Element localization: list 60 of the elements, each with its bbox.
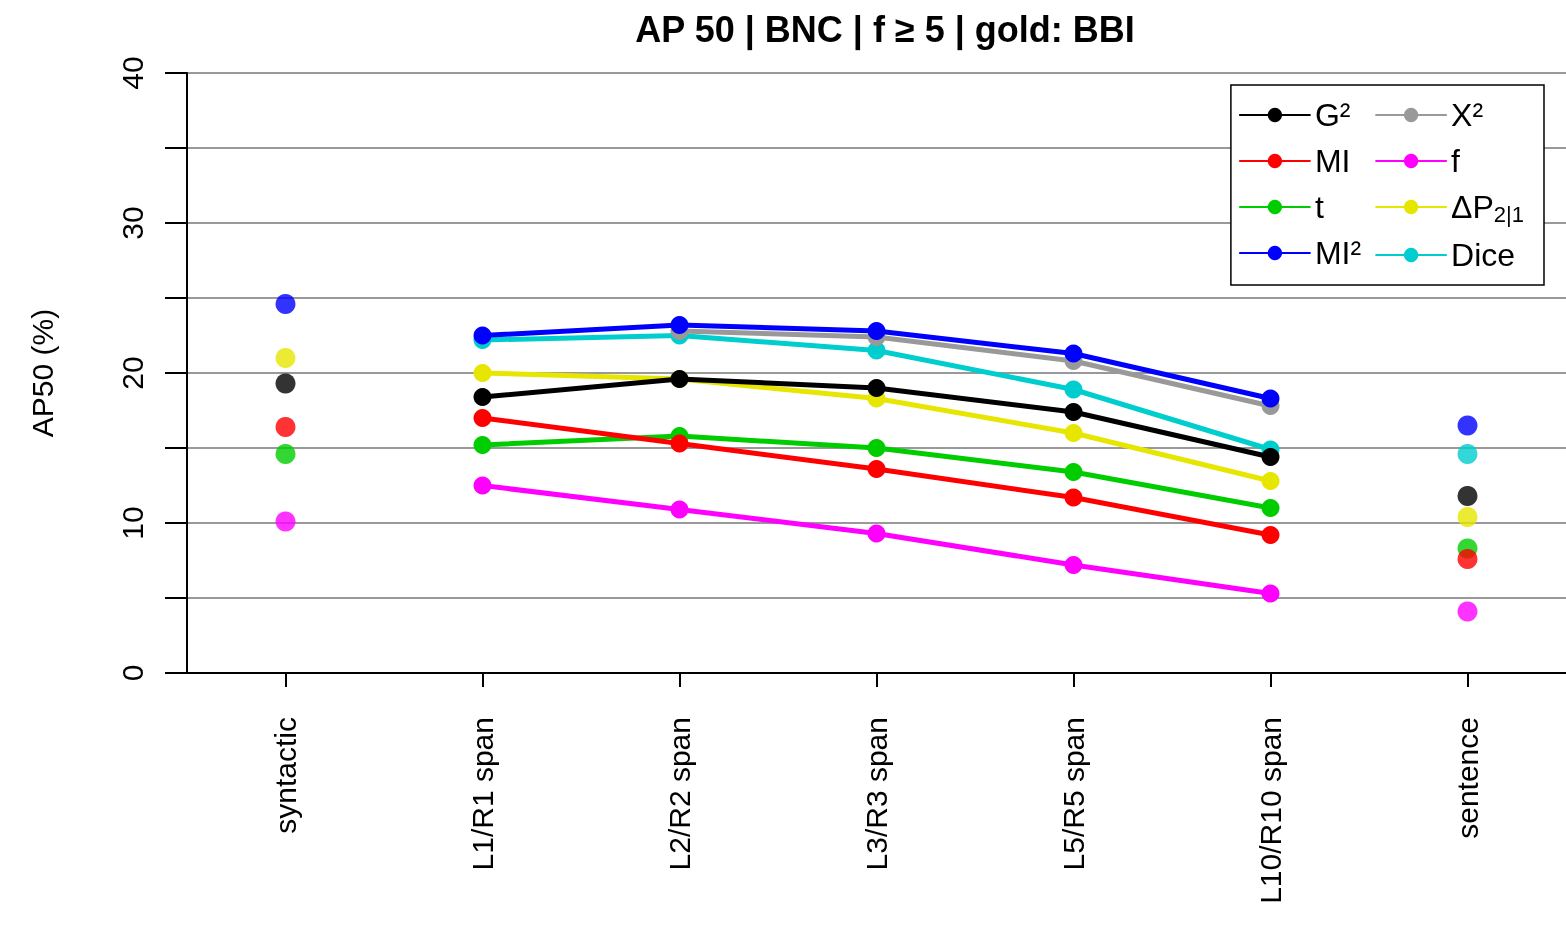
point (1457, 486, 1478, 506)
x-tick-label: L10/R10 span (1254, 717, 1287, 904)
point (1457, 507, 1478, 527)
point (473, 436, 492, 454)
point (1064, 344, 1083, 363)
x-tick-label: L3/R3 span (860, 717, 893, 871)
legend-label: t (1314, 189, 1324, 225)
point (867, 524, 886, 543)
point (473, 388, 492, 406)
point (1064, 403, 1083, 421)
point (1261, 472, 1280, 490)
point (670, 500, 689, 519)
legend-label: X² (1451, 97, 1484, 133)
point (1064, 424, 1083, 442)
y-axis-title: AP50 (%) (25, 308, 59, 438)
point (867, 322, 886, 340)
point (1064, 463, 1083, 481)
point (473, 326, 492, 345)
point (670, 316, 689, 334)
y-tick-label: 20 (115, 356, 149, 390)
point (1064, 380, 1083, 399)
point (1457, 444, 1478, 464)
point (275, 444, 296, 464)
x-tick-label: L1/R1 span (466, 717, 499, 871)
point (1457, 549, 1478, 569)
point (473, 364, 492, 382)
point (275, 373, 296, 394)
y-tick-label: 30 (115, 206, 149, 240)
legend-label: MI (1314, 143, 1351, 179)
point (275, 417, 296, 437)
x-tick-label: L5/R5 span (1057, 717, 1090, 871)
point (1261, 499, 1280, 517)
y-tick-label: 0 (115, 664, 149, 682)
point (473, 476, 492, 495)
point (867, 460, 886, 478)
legend-label: Dice (1451, 237, 1516, 273)
point (275, 511, 296, 532)
point (473, 409, 492, 427)
point (1261, 389, 1280, 408)
point (670, 434, 689, 453)
chart-title: AP 50 | BNC | f ≥ 5 | gold: BBI (635, 8, 1135, 51)
point (275, 294, 296, 314)
point (1064, 488, 1083, 507)
point (275, 348, 296, 368)
point (1457, 415, 1478, 436)
legend-label: f (1451, 143, 1461, 179)
x-tick-label: sentence (1451, 717, 1484, 839)
y-tick-label: 10 (115, 506, 149, 540)
x-tick-label: syntactic (269, 717, 302, 834)
legend-label: MI² (1314, 235, 1362, 271)
point (867, 439, 886, 457)
point (1457, 601, 1478, 622)
point (1261, 448, 1280, 466)
y-tick-label: 40 (115, 56, 149, 90)
point (1261, 526, 1280, 544)
point (1064, 556, 1083, 574)
point (867, 379, 886, 397)
legend-label: G² (1314, 97, 1351, 133)
point (1261, 584, 1280, 603)
x-tick-label: L2/R2 span (663, 717, 696, 871)
